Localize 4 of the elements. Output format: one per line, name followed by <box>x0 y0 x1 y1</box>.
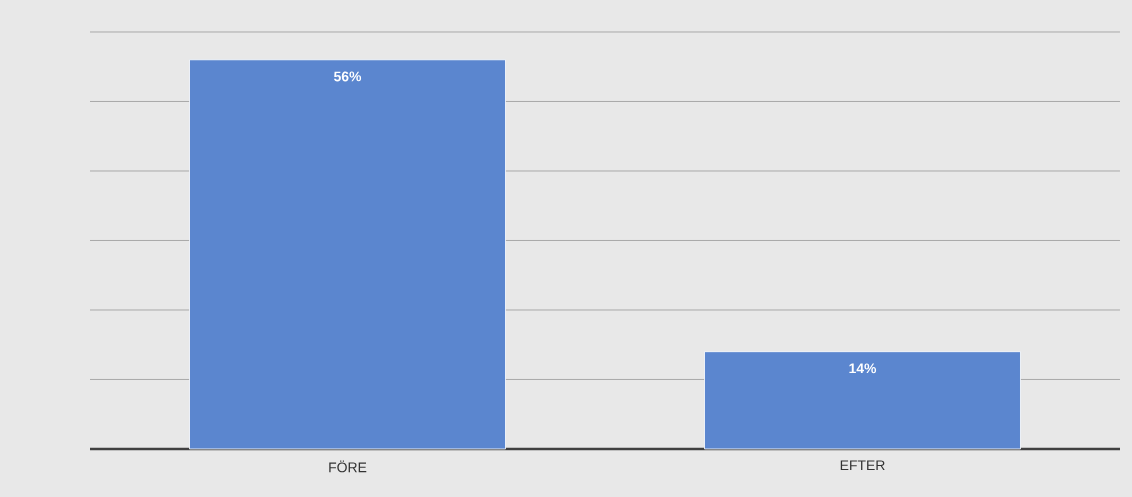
data-label: 56% <box>333 71 362 82</box>
data-label: 14% <box>849 363 877 374</box>
x-tick-label: EFTER <box>840 460 885 471</box>
x-tick-label: FÖRE <box>329 460 367 473</box>
